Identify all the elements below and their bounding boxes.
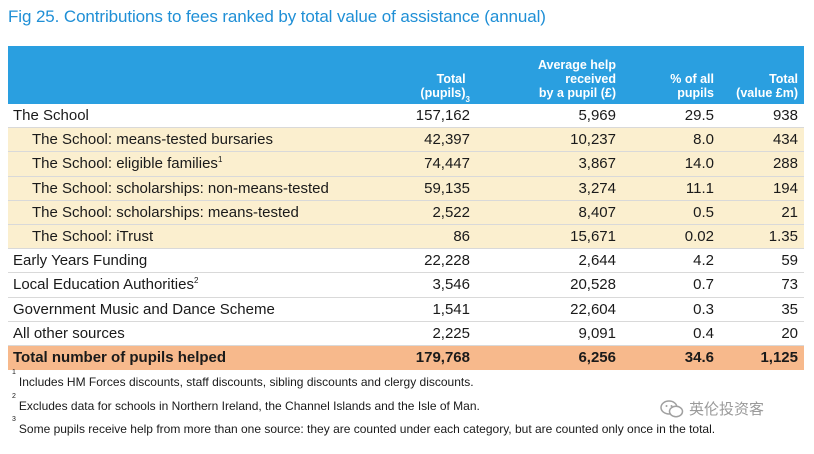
footnote: 1 Includes HM Forces discounts, staff dis… [12,369,474,389]
row-percent-cell: 0.3 [693,300,714,318]
total-row: Total number of pupils helped 179,768 6,25… [8,345,804,370]
contributions-table: Total (pupils) 3 Average help received by… [8,46,804,370]
row-percent-cell: 11.1 [685,179,714,197]
row-name-cell: The School: scholarships: non-means-test… [32,179,329,197]
row-percent-cell: 8.0 [693,131,714,149]
row-value-cell: 1.35 [768,228,798,246]
header-cell-average-help: Average help received by a pupil (£) [537,58,616,100]
row-name-cell: Government Music and Dance Scheme [13,300,275,318]
footnote: 2 Excludes data for schools in Northern I… [12,392,480,413]
row-percent-cell: 0.02 [684,228,714,246]
row-average-help-cell: 10,237 [570,131,616,149]
row-pupils-cell: 2,225 [432,324,470,342]
table-row: Early Years Funding 22,228 2,644 4.2 59 [8,249,804,274]
row-name-cell: All other sources [13,324,125,342]
wechat-icon [660,399,684,417]
row-pupils-cell: 179,768 [415,349,470,367]
row-percent-cell: 14.0 [684,155,714,173]
table-row: The School: scholarships: means-tested 2,… [8,200,804,225]
row-name-cell: The School: iTrust [32,228,154,246]
row-average-help-cell: 6,256 [578,349,616,367]
footnotes: 1 Includes HM Forces discounts, staff dis… [12,369,716,446]
row-percent-cell: 29.5 [684,107,714,125]
row-value-cell: 59 [781,252,798,270]
row-value-cell: 288 [772,155,798,173]
row-average-help-cell: 15,671 [570,228,616,246]
row-average-help-cell: 22,604 [570,300,616,318]
row-pupils-cell: 59,135 [424,179,470,197]
footnote-marker: 2 [193,276,199,286]
table-row: The School 157,162 5,969 29.5 938 [8,104,804,129]
row-value-cell: 35 [781,300,798,318]
row-percent-cell: 34.6 [684,349,714,367]
row-name-cell: The School [13,107,89,125]
row-percent-cell: 0.7 [693,276,714,294]
table-header: Total (pupils) 3 Average help received by… [8,46,804,104]
table-row: The School: iTrust 86 15,671 0.02 1.35 [8,224,804,250]
header-cell-total-value: Total (value £m) [736,72,798,100]
row-pupils-cell: 1,541 [432,300,470,318]
row-average-help-cell: 8,407 [578,203,616,221]
row-value-cell: 194 [772,179,798,197]
row-average-help-cell: 2,644 [578,252,616,270]
row-average-help-cell: 5,969 [578,107,616,125]
footnote: 3 Some pupils receive help from more than… [12,416,716,436]
table-body: The School 157,162 5,969 29.5 938 The School:… [8,104,804,370]
row-name-cell: Local Education Authorities2 [13,276,199,294]
watermark: 英伦投资客 [660,398,764,419]
row-name-cell: The School: eligible families1 [32,155,223,173]
table-row: The School: means-tested bursaries 42,397… [8,128,804,153]
watermark-text: 英伦投资客 [689,401,765,418]
row-average-help-cell: 3,867 [578,155,616,173]
table-row: The School: scholarships: non-means-test… [8,176,804,201]
row-average-help-cell: 9,091 [578,324,616,342]
header-cell-total-pupils: Total (pupils) 3 [420,72,470,104]
row-value-cell: 21 [781,203,798,221]
row-percent-cell: 0.4 [693,324,714,342]
table-row: All other sources 2,225 9,091 0.4 20 [8,322,804,346]
row-pupils-cell: 157,162 [415,107,470,125]
row-pupils-cell: 86 [453,228,470,246]
row-pupils-cell: 42,397 [424,131,470,149]
row-name-cell: Early Years Funding [13,252,148,270]
row-name-cell: Total number of pupils helped [13,349,227,367]
row-value-cell: 73 [781,276,798,294]
row-value-cell: 20 [781,324,798,342]
row-pupils-cell: 3,546 [432,276,470,294]
row-average-help-cell: 20,528 [570,276,616,294]
footnote-marker: 1 [217,155,223,165]
row-percent-cell: 4.2 [693,252,714,270]
row-value-cell: 1,125 [760,349,798,367]
table-row: Government Music and Dance Scheme 1,541 22… [8,298,804,322]
row-name-cell: The School: scholarships: means-tested [32,203,299,221]
row-percent-cell: 0.5 [693,203,714,221]
table-row: Local Education Authorities2 3,546 20,528 0… [8,273,804,298]
row-pupils-cell: 2,522 [432,203,470,221]
header-cell-name [8,46,338,104]
figure-title: Fig 25. Contributions to fees ranked by … [8,7,546,26]
table-row: The School: eligible families1 74,447 3,86… [8,152,804,177]
row-name-cell: The School: means-tested bursaries [32,131,273,149]
header-cell-percent: % of all pupils [670,72,714,100]
row-value-cell: 938 [772,107,798,125]
row-pupils-cell: 74,447 [424,155,470,173]
row-pupils-cell: 22,228 [424,252,470,270]
row-average-help-cell: 3,274 [578,179,616,197]
row-value-cell: 434 [772,131,798,149]
